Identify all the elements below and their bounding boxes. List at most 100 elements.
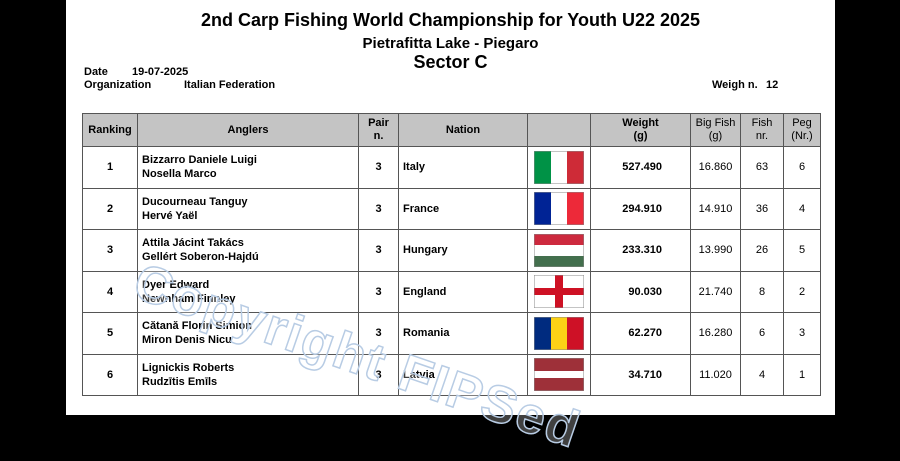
anglers: Dyer Edward Newnham Finnley: [137, 270, 359, 313]
weight: 527.490: [590, 146, 691, 189]
column-header: Fish nr.: [740, 113, 784, 147]
pair: 3: [358, 229, 399, 272]
flag-romania: [534, 316, 584, 350]
date: 19-07-2025: [132, 66, 189, 78]
big-fish: 21.740: [690, 270, 741, 313]
nation: Latvia: [398, 353, 528, 396]
weight: 34.710: [590, 353, 691, 396]
header-text: (Nr.): [791, 130, 813, 142]
date-label: Date: [84, 66, 108, 78]
subtitle: Pietrafitta Lake - Piegaro: [362, 35, 539, 52]
column-header: Peg (Nr.): [783, 113, 821, 147]
flag-cell: [527, 270, 591, 313]
big-fish: 11.020: [690, 353, 741, 396]
pair: 3: [358, 146, 399, 189]
anglers: Ducourneau Tanguy Hervé Yaël: [137, 187, 359, 230]
weigh-label: Weigh n.: [712, 79, 758, 91]
angler: Dyer Edward: [142, 278, 210, 291]
ranking: 5: [82, 312, 138, 355]
header-text: Big Fish: [695, 117, 736, 129]
anglers: Cătană Florin Simion Miron Denis Nicu: [137, 312, 359, 355]
peg: 6: [783, 146, 821, 189]
nation: Italy: [398, 146, 528, 189]
screen: 2nd Carp Fishing World Championship for …: [66, 0, 835, 461]
angler: Lignickis Roberts: [142, 361, 235, 374]
flag-cell: [527, 146, 591, 189]
fish-count: 8: [740, 270, 784, 313]
flag-cell: [527, 187, 591, 230]
header-text: Ranking: [88, 123, 132, 136]
big-fish: 14.910: [690, 187, 741, 230]
angler: Nosella Marco: [142, 168, 217, 181]
big-fish: 13.990: [690, 229, 741, 272]
header-text: Weight: [622, 117, 659, 129]
flag-latvia: [534, 358, 584, 392]
peg: 3: [783, 312, 821, 355]
result-row: 4 Dyer Edward Newnham Finnley 3 England 90.03…: [82, 270, 821, 313]
header-text: Anglers: [227, 123, 269, 136]
fish-count: 26: [740, 229, 784, 272]
big-fish: 16.280: [690, 312, 741, 355]
angler: Rudzītis Emīls: [142, 375, 218, 388]
header-text: Pair: [368, 117, 389, 129]
column-header: Pair n.: [358, 113, 399, 147]
header-text: n.: [373, 130, 384, 142]
weight: 90.030: [590, 270, 691, 313]
anglers: Lignickis Roberts Rudzītis Emīls: [137, 353, 359, 396]
weight: 62.270: [590, 312, 691, 355]
result-row: 3 Attila Jácint Takács Gellért Soberon-Haj…: [82, 229, 821, 272]
fish-count: 6: [740, 312, 784, 355]
peg: 2: [783, 270, 821, 313]
flag-italy: [534, 150, 584, 184]
weight: 233.310: [590, 229, 691, 272]
result-row: 1 Bizzarro Daniele Luigi Nosella Marco 3 Ita…: [82, 146, 821, 189]
organization: Italian Federation: [184, 79, 276, 91]
nation: England: [398, 270, 528, 313]
angler: Bizzarro Daniele Luigi: [142, 154, 257, 167]
anglers: Attila Jácint Takács Gellért Soberon-Hajd…: [137, 229, 359, 272]
big-fish: 16.860: [690, 146, 741, 189]
header-text: nr.: [755, 130, 769, 142]
peg: 4: [783, 187, 821, 230]
angler: Ducourneau Tanguy: [142, 195, 248, 208]
weight: 294.910: [590, 187, 691, 230]
flag-england: [534, 275, 584, 309]
flag-hungary: [534, 233, 584, 267]
flag-cell: [527, 312, 591, 355]
peg: 1: [783, 353, 821, 396]
angler: Gellért Soberon-Hajdú: [142, 251, 259, 264]
fish-count: 36: [740, 187, 784, 230]
pair: 3: [358, 353, 399, 396]
flag-cell: [527, 353, 591, 396]
fish-count: 4: [740, 353, 784, 396]
ranking: 1: [82, 146, 138, 189]
header-text: (g): [708, 130, 723, 142]
page: 2nd Carp Fishing World Championship for …: [66, 0, 835, 461]
column-header: Ranking: [82, 113, 138, 147]
header-text: Nation: [445, 123, 481, 136]
column-header: Anglers: [137, 113, 359, 147]
weigh: 12: [766, 79, 779, 91]
column-header: Nation: [398, 113, 528, 147]
result-row: 6 Lignickis Roberts Rudzītis Emīls 3 Latvia 3…: [82, 353, 821, 396]
nation: Hungary: [398, 229, 528, 272]
header-text: Fish: [751, 117, 773, 129]
ranking: 6: [82, 353, 138, 396]
results-table: Ranking Anglers Pair n. Nation Weight (g) Big F…: [82, 113, 821, 396]
sector: Sector C: [413, 52, 488, 72]
header-text: Peg: [792, 117, 812, 129]
result-row: 2 Ducourneau Tanguy Hervé Yaël 3 France 294.9…: [82, 187, 821, 230]
angler: Cătană Florin Simion: [142, 320, 253, 333]
flag-cell: [527, 229, 591, 272]
organization-label: Organization: [84, 79, 152, 91]
nation: Romania: [398, 312, 528, 355]
angler: Attila Jácint Takács: [142, 237, 244, 250]
angler: Miron Denis Nicu: [142, 334, 232, 347]
ranking: 2: [82, 187, 138, 230]
angler: Hervé Yaël: [142, 209, 198, 222]
ranking: 3: [82, 229, 138, 272]
nation: France: [398, 187, 528, 230]
title: 2nd Carp Fishing World Championship for …: [200, 10, 701, 30]
anglers: Bizzarro Daniele Luigi Nosella Marco: [137, 146, 359, 189]
column-header: [527, 113, 591, 147]
